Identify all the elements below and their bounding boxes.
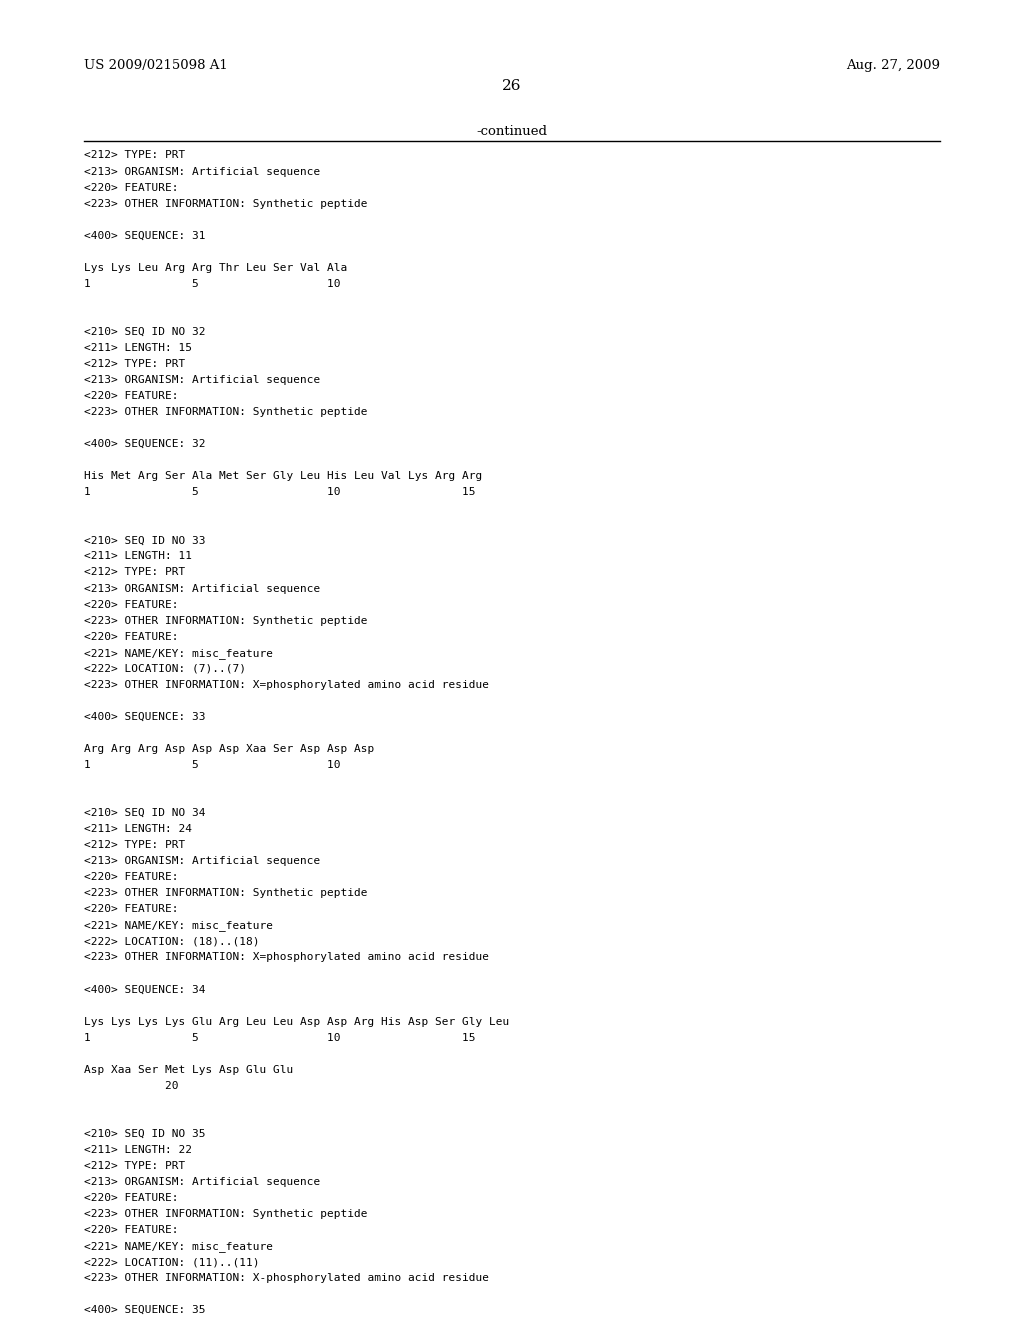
- Text: <211> LENGTH: 11: <211> LENGTH: 11: [84, 552, 191, 561]
- Text: Lys Lys Leu Arg Arg Thr Leu Ser Val Ala: Lys Lys Leu Arg Arg Thr Leu Ser Val Ala: [84, 263, 347, 273]
- Text: <220> FEATURE:: <220> FEATURE:: [84, 1193, 178, 1203]
- Text: <220> FEATURE:: <220> FEATURE:: [84, 904, 178, 915]
- Text: <212> TYPE: PRT: <212> TYPE: PRT: [84, 568, 185, 577]
- Text: <222> LOCATION: (7)..(7): <222> LOCATION: (7)..(7): [84, 664, 246, 673]
- Text: <400> SEQUENCE: 33: <400> SEQUENCE: 33: [84, 711, 206, 722]
- Text: Arg Arg Arg Asp Asp Asp Xaa Ser Asp Asp Asp: Arg Arg Arg Asp Asp Asp Xaa Ser Asp Asp …: [84, 744, 374, 754]
- Text: Lys Lys Lys Lys Glu Arg Leu Leu Asp Asp Arg His Asp Ser Gly Leu: Lys Lys Lys Lys Glu Arg Leu Leu Asp Asp …: [84, 1016, 509, 1027]
- Text: <211> LENGTH: 15: <211> LENGTH: 15: [84, 343, 191, 352]
- Text: <223> OTHER INFORMATION: Synthetic peptide: <223> OTHER INFORMATION: Synthetic pepti…: [84, 198, 368, 209]
- Text: <212> TYPE: PRT: <212> TYPE: PRT: [84, 840, 185, 850]
- Text: US 2009/0215098 A1: US 2009/0215098 A1: [84, 59, 227, 73]
- Text: <210> SEQ ID NO 33: <210> SEQ ID NO 33: [84, 536, 206, 545]
- Text: <400> SEQUENCE: 34: <400> SEQUENCE: 34: [84, 985, 206, 994]
- Text: His Met Arg Ser Ala Met Ser Gly Leu His Leu Val Lys Arg Arg: His Met Arg Ser Ala Met Ser Gly Leu His …: [84, 471, 482, 482]
- Text: Aug. 27, 2009: Aug. 27, 2009: [846, 59, 940, 73]
- Text: <220> FEATURE:: <220> FEATURE:: [84, 631, 178, 642]
- Text: <213> ORGANISM: Artificial sequence: <213> ORGANISM: Artificial sequence: [84, 166, 321, 177]
- Text: <213> ORGANISM: Artificial sequence: <213> ORGANISM: Artificial sequence: [84, 375, 321, 385]
- Text: <213> ORGANISM: Artificial sequence: <213> ORGANISM: Artificial sequence: [84, 1177, 321, 1187]
- Text: 20: 20: [84, 1081, 178, 1090]
- Text: <220> FEATURE:: <220> FEATURE:: [84, 1225, 178, 1236]
- Text: <211> LENGTH: 22: <211> LENGTH: 22: [84, 1144, 191, 1155]
- Text: <211> LENGTH: 24: <211> LENGTH: 24: [84, 824, 191, 834]
- Text: <223> OTHER INFORMATION: Synthetic peptide: <223> OTHER INFORMATION: Synthetic pepti…: [84, 888, 368, 898]
- Text: <223> OTHER INFORMATION: Synthetic peptide: <223> OTHER INFORMATION: Synthetic pepti…: [84, 1209, 368, 1218]
- Text: <223> OTHER INFORMATION: Synthetic peptide: <223> OTHER INFORMATION: Synthetic pepti…: [84, 407, 368, 417]
- Text: <222> LOCATION: (11)..(11): <222> LOCATION: (11)..(11): [84, 1257, 259, 1267]
- Text: <220> FEATURE:: <220> FEATURE:: [84, 599, 178, 610]
- Text: <221> NAME/KEY: misc_feature: <221> NAME/KEY: misc_feature: [84, 648, 273, 659]
- Text: <213> ORGANISM: Artificial sequence: <213> ORGANISM: Artificial sequence: [84, 857, 321, 866]
- Text: <400> SEQUENCE: 31: <400> SEQUENCE: 31: [84, 231, 206, 240]
- Text: <220> FEATURE:: <220> FEATURE:: [84, 873, 178, 882]
- Text: <222> LOCATION: (18)..(18): <222> LOCATION: (18)..(18): [84, 936, 259, 946]
- Text: -continued: -continued: [476, 125, 548, 139]
- Text: Asp Xaa Ser Met Lys Asp Glu Glu: Asp Xaa Ser Met Lys Asp Glu Glu: [84, 1065, 293, 1074]
- Text: <220> FEATURE:: <220> FEATURE:: [84, 182, 178, 193]
- Text: <212> TYPE: PRT: <212> TYPE: PRT: [84, 1160, 185, 1171]
- Text: 1               5                   10                  15: 1 5 10 15: [84, 1032, 475, 1043]
- Text: <223> OTHER INFORMATION: X=phosphorylated amino acid residue: <223> OTHER INFORMATION: X=phosphorylate…: [84, 952, 489, 962]
- Text: <223> OTHER INFORMATION: X=phosphorylated amino acid residue: <223> OTHER INFORMATION: X=phosphorylate…: [84, 680, 489, 690]
- Text: <400> SEQUENCE: 32: <400> SEQUENCE: 32: [84, 440, 206, 449]
- Text: 1               5                   10                  15: 1 5 10 15: [84, 487, 475, 498]
- Text: <210> SEQ ID NO 32: <210> SEQ ID NO 32: [84, 327, 206, 337]
- Text: <221> NAME/KEY: misc_feature: <221> NAME/KEY: misc_feature: [84, 920, 273, 931]
- Text: <213> ORGANISM: Artificial sequence: <213> ORGANISM: Artificial sequence: [84, 583, 321, 594]
- Text: 1               5                   10: 1 5 10: [84, 760, 340, 770]
- Text: <212> TYPE: PRT: <212> TYPE: PRT: [84, 150, 185, 161]
- Text: <210> SEQ ID NO 34: <210> SEQ ID NO 34: [84, 808, 206, 818]
- Text: <210> SEQ ID NO 35: <210> SEQ ID NO 35: [84, 1129, 206, 1139]
- Text: <223> OTHER INFORMATION: Synthetic peptide: <223> OTHER INFORMATION: Synthetic pepti…: [84, 615, 368, 626]
- Text: <400> SEQUENCE: 35: <400> SEQUENCE: 35: [84, 1305, 206, 1315]
- Text: <220> FEATURE:: <220> FEATURE:: [84, 391, 178, 401]
- Text: 1               5                   10: 1 5 10: [84, 279, 340, 289]
- Text: <221> NAME/KEY: misc_feature: <221> NAME/KEY: misc_feature: [84, 1241, 273, 1251]
- Text: 26: 26: [502, 79, 522, 94]
- Text: <212> TYPE: PRT: <212> TYPE: PRT: [84, 359, 185, 370]
- Text: <223> OTHER INFORMATION: X-phosphorylated amino acid residue: <223> OTHER INFORMATION: X-phosphorylate…: [84, 1272, 489, 1283]
